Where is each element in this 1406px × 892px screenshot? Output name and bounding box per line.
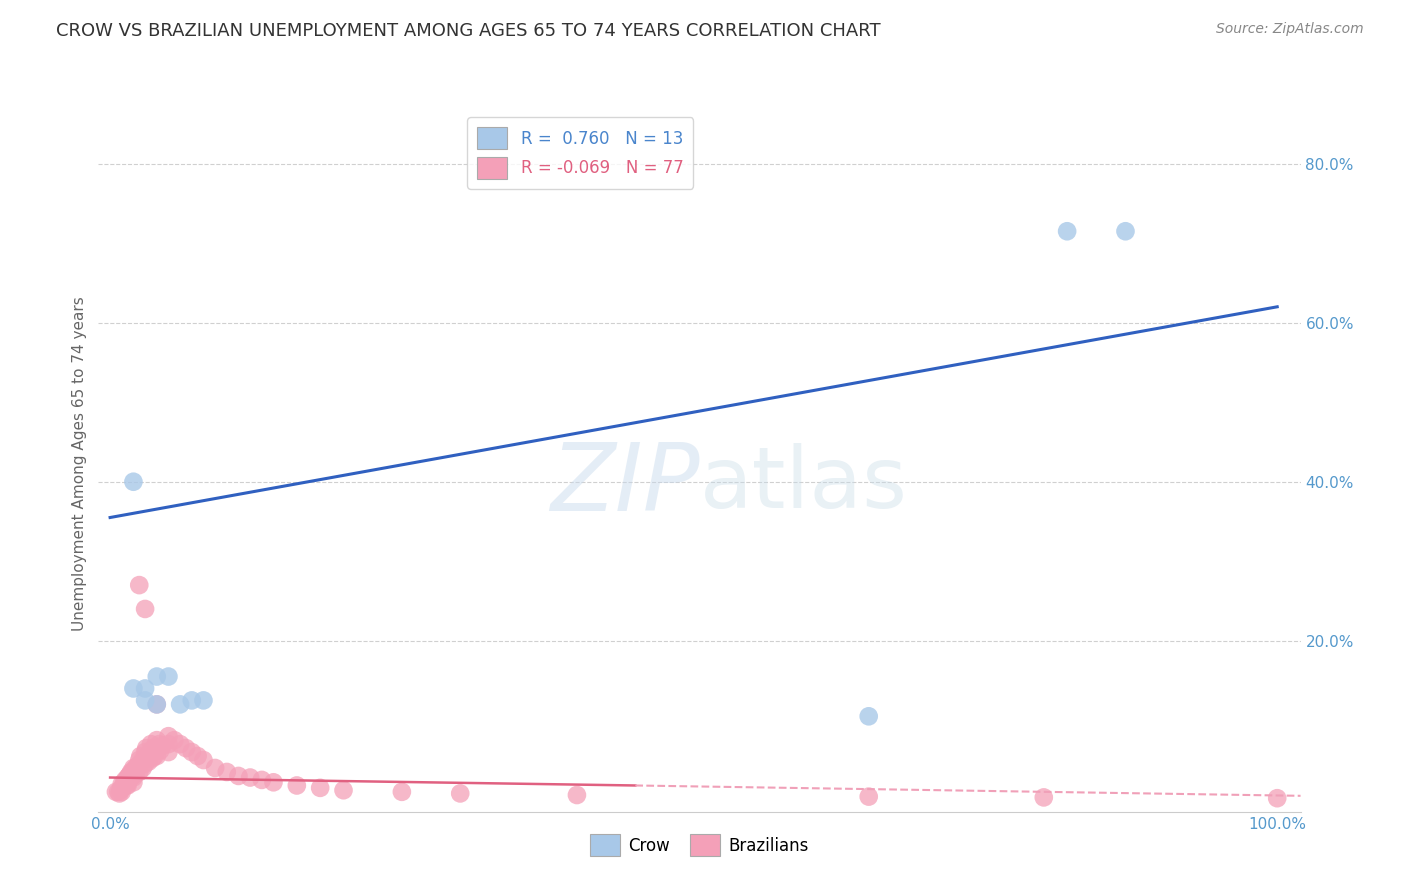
Point [169,737,191,751]
Point [128,764,150,779]
Point [163,733,186,747]
Point [146,698,169,712]
Point [204,761,226,775]
Point [180,745,202,759]
Point [111,777,134,791]
Point [1114,224,1136,238]
Point [332,783,354,797]
Point [118,772,141,787]
Point [180,693,202,707]
Point [1056,224,1078,238]
Point [131,755,153,769]
Point [128,753,150,767]
Point [146,741,169,756]
Point [134,745,156,759]
Point [157,745,180,759]
Point [565,788,588,802]
Point [117,771,139,785]
Point [120,771,142,785]
Point [122,764,145,779]
Y-axis label: Unemployment Among Ages 65 to 74 years: Unemployment Among Ages 65 to 74 years [72,296,87,632]
Point [122,681,145,696]
Point [117,775,139,789]
Point [134,681,156,696]
Point [152,739,174,753]
Point [108,786,131,800]
Point [141,751,163,765]
Text: ZIP: ZIP [550,439,699,530]
Point [112,775,135,789]
Point [112,779,135,793]
Text: Source: ZipAtlas.com: Source: ZipAtlas.com [1216,22,1364,37]
Point [187,749,209,764]
Point [157,729,180,743]
Point [146,669,169,683]
Point [114,772,136,787]
Point [1265,791,1288,805]
Point [285,779,308,793]
Point [115,779,138,793]
Point [139,745,162,759]
Point [118,767,141,781]
Point [228,769,250,783]
Point [136,749,159,764]
Point [122,771,145,785]
Point [149,743,172,757]
Point [146,698,169,712]
Point [139,737,162,751]
Point [858,709,880,723]
Point [118,769,141,783]
Point [134,751,156,765]
Point [132,761,155,775]
Point [134,602,156,616]
Point [128,759,150,773]
Text: atlas: atlas [699,443,907,526]
Point [146,733,169,747]
Point [148,737,170,751]
Point [157,669,180,683]
Point [134,693,156,707]
Point [193,753,215,767]
Point [309,780,332,795]
Point [124,763,146,777]
Point [125,761,148,775]
Point [110,783,132,797]
Point [146,749,169,764]
Point [239,771,262,785]
Point [157,737,180,751]
Point [122,775,145,789]
Point [391,785,413,799]
Point [118,772,141,786]
Point [122,761,145,775]
Point [114,777,136,791]
Point [120,764,142,779]
Point [215,764,238,779]
Point [1032,790,1054,805]
Point [449,786,471,800]
Point [169,698,191,712]
Point [117,779,139,793]
Point [142,741,165,756]
Point [121,767,143,781]
Point [111,785,134,799]
Point [858,789,880,804]
Text: CROW VS BRAZILIAN UNEMPLOYMENT AMONG AGES 65 TO 74 YEARS CORRELATION CHART: CROW VS BRAZILIAN UNEMPLOYMENT AMONG AGE… [56,22,882,40]
Point [128,578,150,592]
Point [250,772,273,787]
Point [122,475,145,489]
Point [263,775,285,789]
Point [143,749,166,764]
Point [138,755,160,769]
Point [104,785,127,799]
Point [134,757,156,772]
Point [135,741,157,756]
Point [129,749,152,764]
Point [193,693,215,707]
Point [107,785,129,799]
Point [125,766,148,780]
Point [174,741,197,756]
Legend: Crow, Brazilians: Crow, Brazilians [583,828,815,863]
Point [125,759,148,773]
Point [111,780,134,795]
